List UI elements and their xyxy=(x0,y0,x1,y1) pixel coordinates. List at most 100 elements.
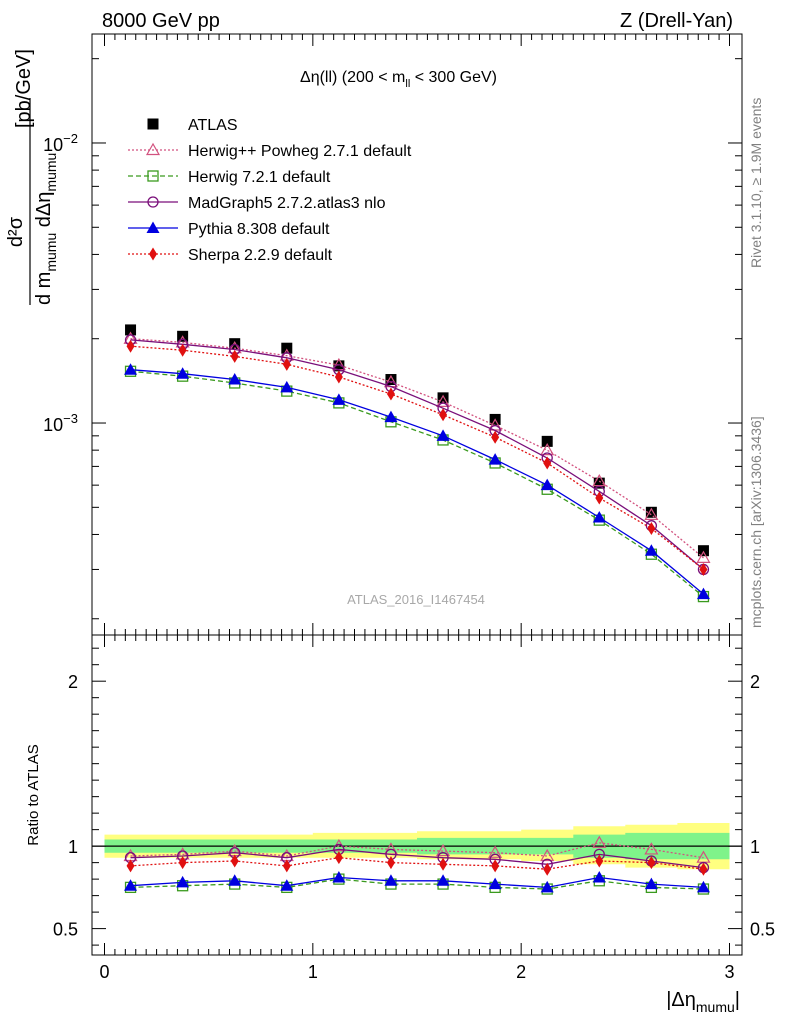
main-atlas-point xyxy=(645,506,657,518)
main-pythia-point xyxy=(644,544,658,556)
ratio-madgraph-line xyxy=(130,848,704,869)
ratio-y-tick-label-right: 2 xyxy=(750,672,760,692)
ratio-sherpa-point xyxy=(491,859,500,873)
ratio-pythia-point xyxy=(280,879,294,891)
main-y-label: d²σ d mmumu dΔηmumu [pb/GeV] xyxy=(5,49,59,305)
ratio-series-layer xyxy=(123,835,711,895)
ratio-band-layer xyxy=(92,823,742,870)
main-y-label-numerator: d²σ xyxy=(5,216,27,247)
ratio-y-tick-label-right: 0.5 xyxy=(750,920,775,940)
ratio-pythia-point xyxy=(540,880,554,893)
main-sherpa-point xyxy=(595,491,604,505)
ratio-pythia-point xyxy=(488,877,502,890)
main-y-label-units: [pb/GeV] xyxy=(13,49,35,128)
main-pythia-point xyxy=(280,380,294,393)
main-herwigpp-point xyxy=(644,507,659,520)
main-axes: 10−3 10−2 xyxy=(43,34,742,635)
ratio-pythia-point xyxy=(228,874,242,886)
main-pythia-point xyxy=(228,373,242,385)
legend-marker xyxy=(145,142,161,156)
mcplots-label: mcplots.cern.ch [arXiv:1306.3436] xyxy=(748,416,764,628)
main-sherpa-point xyxy=(230,349,239,363)
main-sherpa-point xyxy=(647,522,656,536)
legend-marker xyxy=(149,247,157,261)
ratio-sherpa-point xyxy=(334,851,343,865)
ratio-herwigpp-point xyxy=(540,848,555,862)
legend-marker xyxy=(146,221,160,233)
ratio-pythia-point xyxy=(176,875,190,888)
main-pythia-point xyxy=(332,393,346,405)
ratio-panel: 0.5 0.5 1 1 2 2 0 1 2 3 xyxy=(53,634,775,982)
ratio-herwigpp-point xyxy=(436,843,451,857)
ratio-pythia-point xyxy=(436,874,450,886)
main-atlas-point xyxy=(385,374,397,386)
main-pythia-point xyxy=(696,587,710,600)
ratio-frame xyxy=(91,634,743,956)
main-atlas-point xyxy=(229,338,241,350)
ratio-y-label: Ratio to ATLAS xyxy=(25,744,42,845)
legend-label: ATLAS xyxy=(188,117,238,134)
main-y-tick-label: 10−3 xyxy=(43,411,78,435)
main-sherpa-point xyxy=(699,562,708,576)
legend-label: Pythia 8.308 default xyxy=(188,221,330,238)
main-pythia-point xyxy=(488,453,502,465)
main-sherpa-point xyxy=(543,456,552,470)
ratio-pythia-point xyxy=(696,880,710,893)
ratio-axes: 0.5 0.5 1 1 2 2 0 1 2 3 xyxy=(53,635,775,982)
x-tick-label: 0 xyxy=(99,962,109,982)
main-pythia-point xyxy=(176,367,190,379)
legend-label: Herwig++ Powheg 2.7.1 default xyxy=(188,143,412,160)
main-atlas-point xyxy=(333,360,345,372)
ratio-sherpa-point xyxy=(647,856,656,870)
ratio-pythia-point xyxy=(592,870,606,883)
ratio-pythia-line xyxy=(130,876,704,889)
header-left: 8000 GeV pp xyxy=(102,10,220,32)
main-herwig7-line xyxy=(130,370,704,598)
main-sherpa-line xyxy=(130,345,704,570)
main-herwigpp-point xyxy=(592,473,607,487)
ratio-herwigpp-point xyxy=(644,842,659,855)
legend-item-pythia: Pythia 8.308 default xyxy=(128,221,330,238)
ratio-sherpa-point xyxy=(178,856,187,870)
x-tick-label: 1 xyxy=(308,962,318,982)
main-pythia-line xyxy=(130,369,704,595)
main-sherpa-point xyxy=(491,430,500,444)
main-herwigpp-point xyxy=(540,442,555,456)
ratio-sherpa-point xyxy=(282,859,291,873)
legend-label: Herwig 7.2.1 default xyxy=(188,169,331,186)
main-series-layer xyxy=(123,324,711,603)
main-pythia-point xyxy=(124,363,138,375)
ratio-herwigpp-point xyxy=(488,845,503,858)
main-atlas-point xyxy=(593,477,605,489)
main-pythia-point xyxy=(540,478,554,491)
main-herwigpp-point xyxy=(436,394,451,407)
main-y-tick-label: 10−2 xyxy=(43,131,78,155)
main-sherpa-point xyxy=(439,408,448,422)
ratio-y-tick-label: 2 xyxy=(68,672,78,692)
ratio-pythia-point xyxy=(644,877,658,890)
legend-item-herwigpp: Herwig++ Powheg 2.7.1 default xyxy=(128,142,412,160)
main-sherpa-point xyxy=(178,343,187,357)
ratio-sherpa-point xyxy=(699,862,708,876)
main-atlas-point xyxy=(541,435,553,447)
ratio-y-tick-label-right: 1 xyxy=(750,837,760,857)
rivet-label: Rivet 3.1.10, ≥ 1.9M events xyxy=(748,98,764,268)
ratio-sherpa-point xyxy=(595,854,604,868)
legend-label: MadGraph5 2.7.2.atlas3 nlo xyxy=(188,195,386,212)
legend-item-herwig7: Herwig 7.2.1 default xyxy=(128,169,331,186)
main-panel: 10−3 10−2 xyxy=(43,33,743,636)
main-sherpa-point xyxy=(282,357,291,371)
main-atlas-point xyxy=(281,342,293,354)
ratio-sherpa-point xyxy=(543,862,552,876)
main-pythia-point xyxy=(592,510,606,523)
legend-item-sherpa: Sherpa 2.2.9 default xyxy=(128,247,333,264)
main-pythia-point xyxy=(436,429,450,441)
main-sherpa-point xyxy=(126,339,135,353)
main-atlas-point xyxy=(437,392,449,404)
legend-marker xyxy=(147,170,159,182)
legend-marker xyxy=(147,196,159,208)
main-herwigpp-point xyxy=(696,550,711,563)
header-right: Z (Drell-Yan) xyxy=(620,10,733,32)
main-pythia-point xyxy=(384,410,398,423)
analysis-id: ATLAS_2016_I1467454 xyxy=(347,592,485,607)
